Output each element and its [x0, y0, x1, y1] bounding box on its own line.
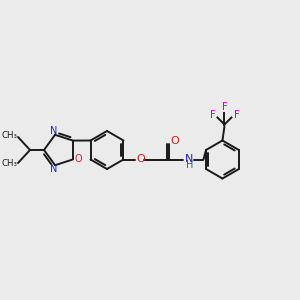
Text: N: N [185, 154, 194, 164]
Text: H: H [186, 160, 193, 170]
Text: CH₃: CH₃ [2, 131, 18, 140]
Text: N: N [50, 126, 58, 136]
Text: N: N [50, 164, 58, 174]
Text: F: F [221, 103, 227, 112]
Text: F: F [209, 110, 215, 119]
Text: CH₃: CH₃ [2, 160, 18, 169]
Text: O: O [74, 154, 82, 164]
Text: O: O [136, 154, 145, 164]
Text: F: F [233, 110, 239, 119]
Text: O: O [170, 136, 179, 146]
